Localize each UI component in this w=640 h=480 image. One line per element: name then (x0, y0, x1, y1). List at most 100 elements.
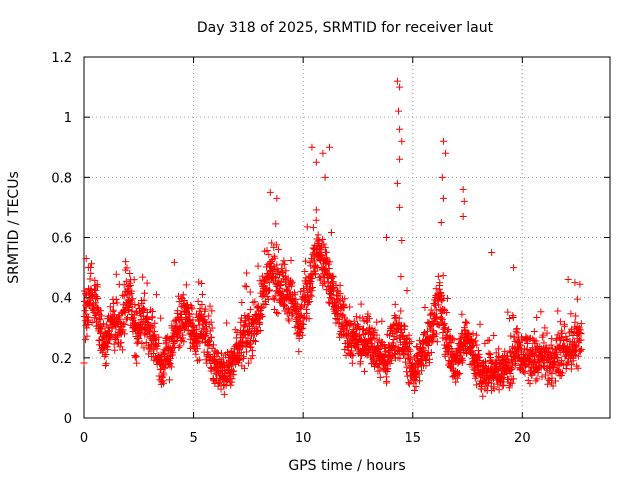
data-point (122, 315, 130, 323)
data-point (207, 318, 215, 326)
data-point (551, 360, 559, 368)
data-point (547, 341, 555, 349)
data-point (490, 332, 498, 340)
axis-ticks (83, 56, 610, 419)
data-point (319, 236, 327, 244)
data-point (299, 314, 307, 322)
y-tick-label: 0.8 (51, 171, 72, 186)
data-point (458, 310, 466, 318)
data-point (513, 329, 521, 337)
data-point (317, 252, 325, 260)
data-point (189, 316, 197, 324)
data-point (167, 363, 175, 371)
data-point (258, 312, 266, 320)
data-point (179, 291, 187, 299)
data-point (344, 346, 352, 354)
data-point (341, 295, 349, 303)
data-point (223, 319, 231, 327)
data-point (490, 385, 498, 393)
data-point (376, 373, 384, 381)
data-point (348, 359, 356, 367)
data-point (340, 304, 348, 312)
data-point (192, 350, 200, 358)
data-point (140, 304, 148, 312)
data-point (97, 312, 105, 320)
data-point (358, 326, 366, 334)
data-point (406, 340, 414, 348)
data-point (272, 220, 280, 228)
data-point (309, 224, 317, 232)
data-point (152, 291, 160, 299)
data-point (459, 357, 467, 365)
data-point (561, 322, 569, 330)
data-point (449, 364, 457, 372)
data-point (128, 315, 136, 323)
data-point (287, 256, 295, 264)
data-point (298, 331, 306, 339)
data-point (469, 330, 477, 338)
data-point (576, 280, 584, 288)
data-point (175, 298, 183, 306)
data-point (304, 298, 312, 306)
data-point (228, 375, 236, 383)
data-point (471, 337, 479, 345)
data-point (129, 295, 137, 303)
data-point (325, 264, 333, 272)
data-point (386, 359, 394, 367)
data-point (436, 279, 444, 287)
data-point (425, 342, 433, 350)
data-point (84, 264, 92, 272)
data-point (180, 338, 188, 346)
data-point (443, 294, 451, 302)
data-point (361, 367, 369, 375)
data-point (266, 188, 274, 196)
data-point (488, 249, 496, 257)
data-point (192, 325, 200, 333)
data-point (402, 358, 410, 366)
data-point (312, 158, 320, 166)
data-point (212, 370, 220, 378)
data-point (84, 313, 92, 321)
data-point (396, 125, 404, 133)
data-point (476, 320, 484, 328)
data-point (287, 307, 295, 315)
data-point (119, 320, 127, 328)
data-point (227, 381, 235, 389)
data-point (188, 303, 196, 311)
data-point (146, 344, 154, 352)
data-point (83, 332, 91, 340)
data-point (573, 295, 581, 303)
y-tick-label: 0.6 (51, 232, 72, 247)
data-point (198, 300, 206, 308)
data-point (460, 197, 468, 205)
data-point (416, 377, 424, 385)
data-point (530, 359, 538, 367)
data-point (104, 339, 112, 347)
data-point (393, 179, 401, 187)
data-point (339, 311, 347, 319)
data-point (106, 303, 114, 311)
data-point (487, 379, 495, 387)
data-point (528, 371, 536, 379)
data-point (569, 332, 577, 340)
data-point (201, 305, 209, 313)
data-point (208, 307, 216, 315)
data-point (554, 353, 562, 361)
data-point (395, 314, 403, 322)
data-point (351, 331, 359, 339)
data-point (301, 267, 309, 275)
data-point (448, 334, 456, 342)
data-point (546, 350, 554, 358)
data-point (357, 351, 365, 359)
data-point (83, 324, 91, 332)
data-point (427, 348, 435, 356)
data-point (526, 380, 534, 388)
data-point (396, 155, 404, 163)
data-point (245, 312, 253, 320)
data-point (151, 331, 159, 339)
data-point (363, 351, 371, 359)
data-point (243, 348, 251, 356)
data-point (495, 386, 503, 394)
data-point (468, 347, 476, 355)
data-point (327, 228, 335, 236)
